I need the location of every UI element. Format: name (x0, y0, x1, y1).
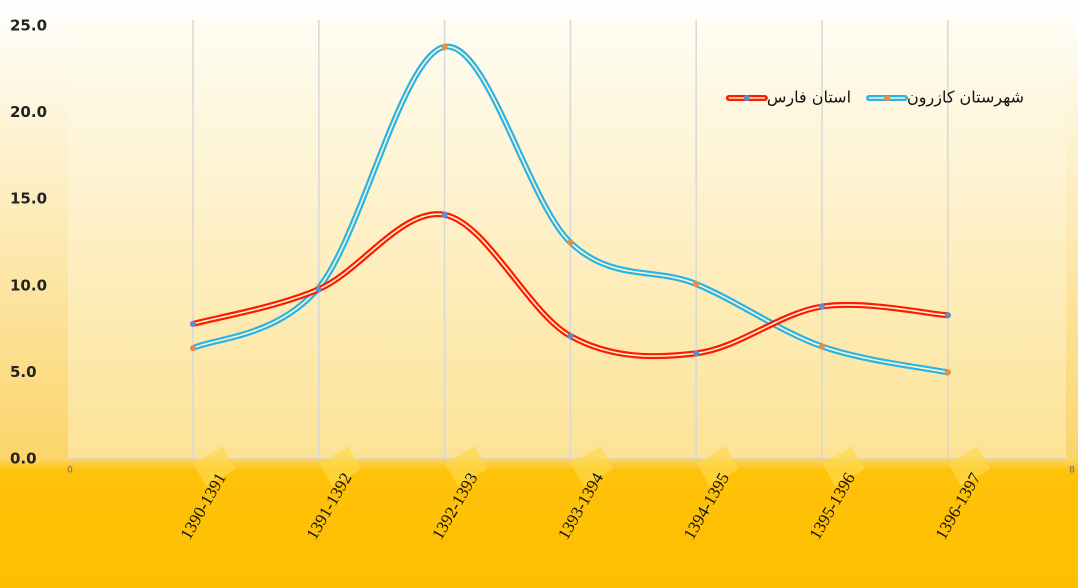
point-marker (693, 350, 700, 357)
point-marker (819, 343, 825, 350)
x-end-label: 8 (1069, 466, 1075, 476)
category-tile (444, 446, 488, 486)
point-marker (944, 312, 951, 319)
x-end-label: 0 (67, 466, 73, 476)
point-marker (567, 239, 574, 246)
point-marker (190, 345, 196, 352)
y-tick-label: 15.0 (10, 190, 47, 208)
legend-label: شهرستان کازرون (907, 88, 1024, 108)
category-tile (570, 446, 614, 486)
y-tick-label: 5.0 (10, 363, 37, 381)
point-marker (315, 286, 322, 293)
point-marker (819, 303, 825, 310)
point-marker (441, 43, 448, 50)
point-marker (944, 369, 951, 376)
category-tile (319, 446, 362, 486)
y-tick-label: 20.0 (10, 103, 47, 121)
point-marker (693, 281, 700, 288)
category-tile (822, 446, 865, 486)
category-tile (193, 446, 236, 486)
point-marker (441, 211, 448, 218)
y-tick-label: 0.0 (10, 450, 37, 468)
legend-label: استان فارس (767, 88, 851, 108)
point-marker (190, 320, 196, 327)
point-marker (567, 333, 574, 340)
legend-marker (743, 95, 750, 101)
legend-marker (884, 95, 891, 101)
category-tile (948, 446, 991, 486)
y-tick-label: 10.0 (10, 276, 47, 294)
y-tick-label: 25.0 (10, 17, 47, 35)
category-tile (696, 446, 739, 486)
